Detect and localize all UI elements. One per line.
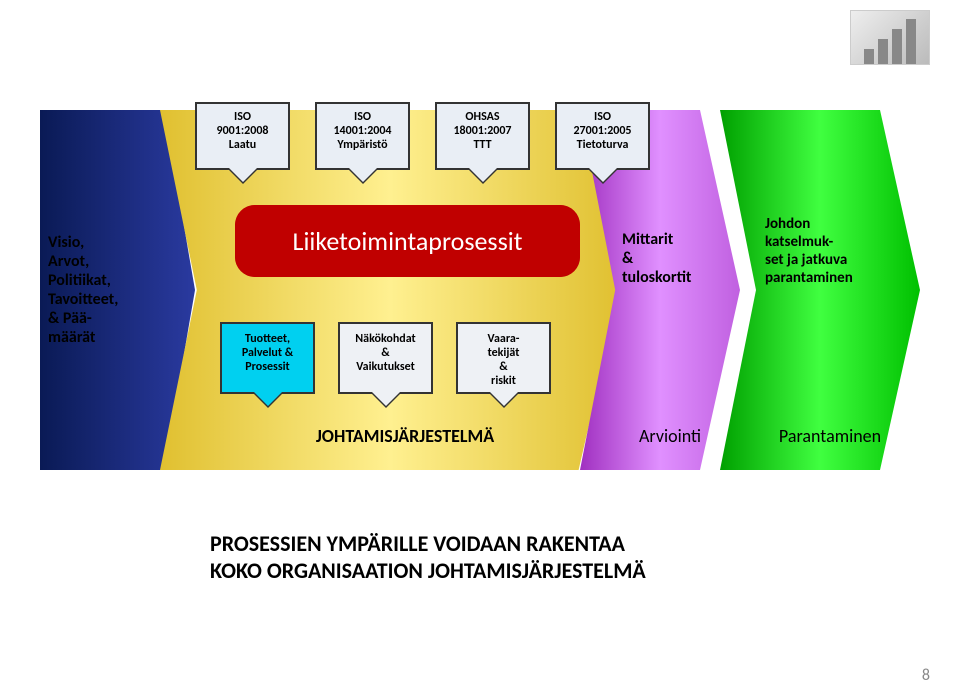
tag-line: ISO xyxy=(594,110,611,124)
red-process-label: Liiketoimintaprosessit xyxy=(293,225,523,257)
tag-line: 14001:2004 xyxy=(333,124,391,138)
purple-top-text: Mittarit & tuloskortit xyxy=(622,230,712,287)
green-top-text: Johdon katselmuk- set ja jatkuva paranta… xyxy=(765,215,885,287)
iso-tag: ISO 27001:2005 Tietoturva xyxy=(555,102,650,170)
iso-tags-row: ISO 9001:2008 Laatu ISO 14001:2004 Ympär… xyxy=(195,102,650,170)
red-process-block: Liiketoimintaprosessit xyxy=(235,205,580,277)
green-arrow-block xyxy=(720,110,920,470)
iso-tag: ISO 9001:2008 Laatu xyxy=(195,102,290,170)
tag-line: ISO xyxy=(234,110,251,124)
tag-line: ISO xyxy=(354,110,371,124)
mid-bottom-label: JOHTAMISJÄRJESTELMÄ xyxy=(240,425,570,447)
grey-tag-1-text: Näkökohdat & Vaikutukset xyxy=(355,332,415,374)
blue-tag-text: Tuotteet, Palvelut & Prosessit xyxy=(242,332,293,374)
green-bottom-text: Parantaminen xyxy=(760,425,900,447)
tag-line: 27001:2005 xyxy=(573,124,631,138)
tag-line: OHSAS xyxy=(465,110,499,124)
purple-bottom-text: Arviointi xyxy=(620,425,720,447)
left-arrow-label: Visio, Arvot, Politiikat, Tavoitteet, & … xyxy=(48,233,118,347)
logo-image xyxy=(850,10,930,65)
tag-line: Laatu xyxy=(229,138,256,152)
diagram-stage: Visio, Arvot, Politiikat, Tavoitteet, & … xyxy=(40,110,920,470)
tag-line: TTT xyxy=(473,138,491,152)
slide-caption: PROSESSIEN YMPÄRILLE VOIDAAN RAKENTAA KO… xyxy=(210,530,770,584)
page-number: 8 xyxy=(922,666,930,685)
iso-tag: ISO 14001:2004 Ympäristö xyxy=(315,102,410,170)
blue-tag: Tuotteet, Palvelut & Prosessit xyxy=(220,322,315,394)
iso-tag: OHSAS 18001:2007 TTT xyxy=(435,102,530,170)
tag-line: Tietoturva xyxy=(577,138,629,152)
grey-tag-2-text: Vaara- tekijät & riskit xyxy=(488,332,520,388)
grey-tag-2: Vaara- tekijät & riskit xyxy=(456,322,551,394)
tag-line: Ympäristö xyxy=(337,138,387,152)
tag-line: 18001:2007 xyxy=(453,124,511,138)
grey-tag-1: Näkökohdat & Vaikutukset xyxy=(338,322,433,394)
tag-line: 9001:2008 xyxy=(217,124,269,138)
